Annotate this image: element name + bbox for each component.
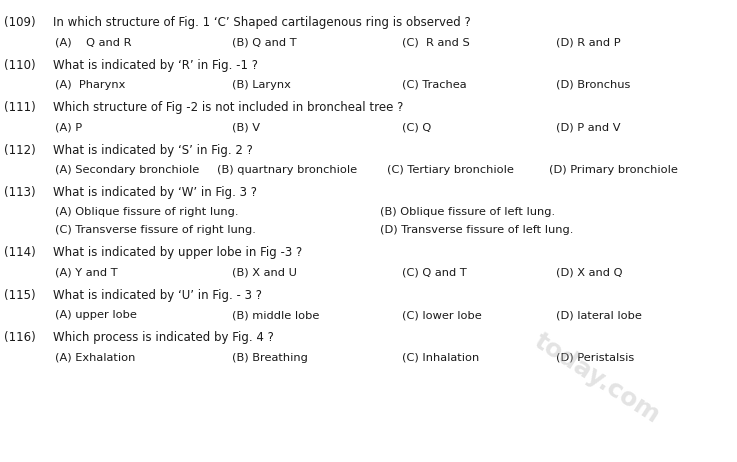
Text: (A) upper lobe: (A) upper lobe: [55, 310, 137, 320]
Text: (B) X and U: (B) X and U: [232, 267, 297, 278]
Text: (C) Q and T: (C) Q and T: [402, 267, 467, 278]
Text: (B) quartnary bronchiole: (B) quartnary bronchiole: [217, 165, 357, 175]
Text: (116): (116): [4, 331, 35, 344]
Text: (C) Trachea: (C) Trachea: [402, 80, 467, 90]
Text: (A)  Pharynx: (A) Pharynx: [55, 80, 125, 90]
Text: What is indicated by ‘S’ in Fig. 2 ?: What is indicated by ‘S’ in Fig. 2 ?: [53, 144, 253, 157]
Text: (B) Q and T: (B) Q and T: [232, 37, 297, 48]
Text: (A) P: (A) P: [55, 122, 83, 133]
Text: (C) Transverse fissure of right lung.: (C) Transverse fissure of right lung.: [55, 225, 256, 235]
Text: (D) Primary bronchiole: (D) Primary bronchiole: [549, 165, 678, 175]
Text: (C) Inhalation: (C) Inhalation: [402, 353, 479, 363]
Text: (C) Tertiary bronchiole: (C) Tertiary bronchiole: [387, 165, 514, 175]
Text: What is indicated by ‘R’ in Fig. -1 ?: What is indicated by ‘R’ in Fig. -1 ?: [53, 59, 258, 72]
Text: (A)    Q and R: (A) Q and R: [55, 37, 132, 48]
Text: (A) Y and T: (A) Y and T: [55, 267, 118, 278]
Text: (D) P and V: (D) P and V: [556, 122, 621, 133]
Text: (C)  R and S: (C) R and S: [402, 37, 469, 48]
Text: (115): (115): [4, 289, 35, 302]
Text: (113): (113): [4, 186, 35, 199]
Text: (D) X and Q: (D) X and Q: [556, 267, 623, 278]
Text: (114): (114): [4, 246, 35, 259]
Text: (109): (109): [4, 16, 35, 29]
Text: (B) Breathing: (B) Breathing: [232, 353, 308, 363]
Text: (111): (111): [4, 101, 35, 114]
Text: (D) lateral lobe: (D) lateral lobe: [556, 310, 643, 320]
Text: (D) Peristalsis: (D) Peristalsis: [556, 353, 635, 363]
Text: (C) lower lobe: (C) lower lobe: [402, 310, 481, 320]
Text: (A) Oblique fissure of right lung.: (A) Oblique fissure of right lung.: [55, 207, 239, 218]
Text: (D) R and P: (D) R and P: [556, 37, 621, 48]
Text: In which structure of Fig. 1 ‘C’ Shaped cartilagenous ring is observed ?: In which structure of Fig. 1 ‘C’ Shaped …: [53, 16, 471, 29]
Text: (112): (112): [4, 144, 35, 157]
Text: (B) V: (B) V: [232, 122, 260, 133]
Text: Which structure of Fig -2 is not included in broncheal tree ?: Which structure of Fig -2 is not include…: [53, 101, 403, 114]
Text: (C) Q: (C) Q: [402, 122, 431, 133]
Text: (D) Transverse fissure of left lung.: (D) Transverse fissure of left lung.: [380, 225, 573, 235]
Text: (B) Larynx: (B) Larynx: [232, 80, 291, 90]
Text: today.com: today.com: [530, 329, 664, 428]
Text: What is indicated by upper lobe in Fig -3 ?: What is indicated by upper lobe in Fig -…: [53, 246, 302, 259]
Text: (A) Secondary bronchiole: (A) Secondary bronchiole: [55, 165, 200, 175]
Text: (B) middle lobe: (B) middle lobe: [232, 310, 320, 320]
Text: Which process is indicated by Fig. 4 ?: Which process is indicated by Fig. 4 ?: [53, 331, 274, 344]
Text: (110): (110): [4, 59, 35, 72]
Text: What is indicated by ‘W’ in Fig. 3 ?: What is indicated by ‘W’ in Fig. 3 ?: [53, 186, 257, 199]
Text: (A) Exhalation: (A) Exhalation: [55, 353, 136, 363]
Text: What is indicated by ‘U’ in Fig. - 3 ?: What is indicated by ‘U’ in Fig. - 3 ?: [53, 289, 262, 302]
Text: (B) Oblique fissure of left lung.: (B) Oblique fissure of left lung.: [380, 207, 555, 218]
Text: (D) Bronchus: (D) Bronchus: [556, 80, 631, 90]
